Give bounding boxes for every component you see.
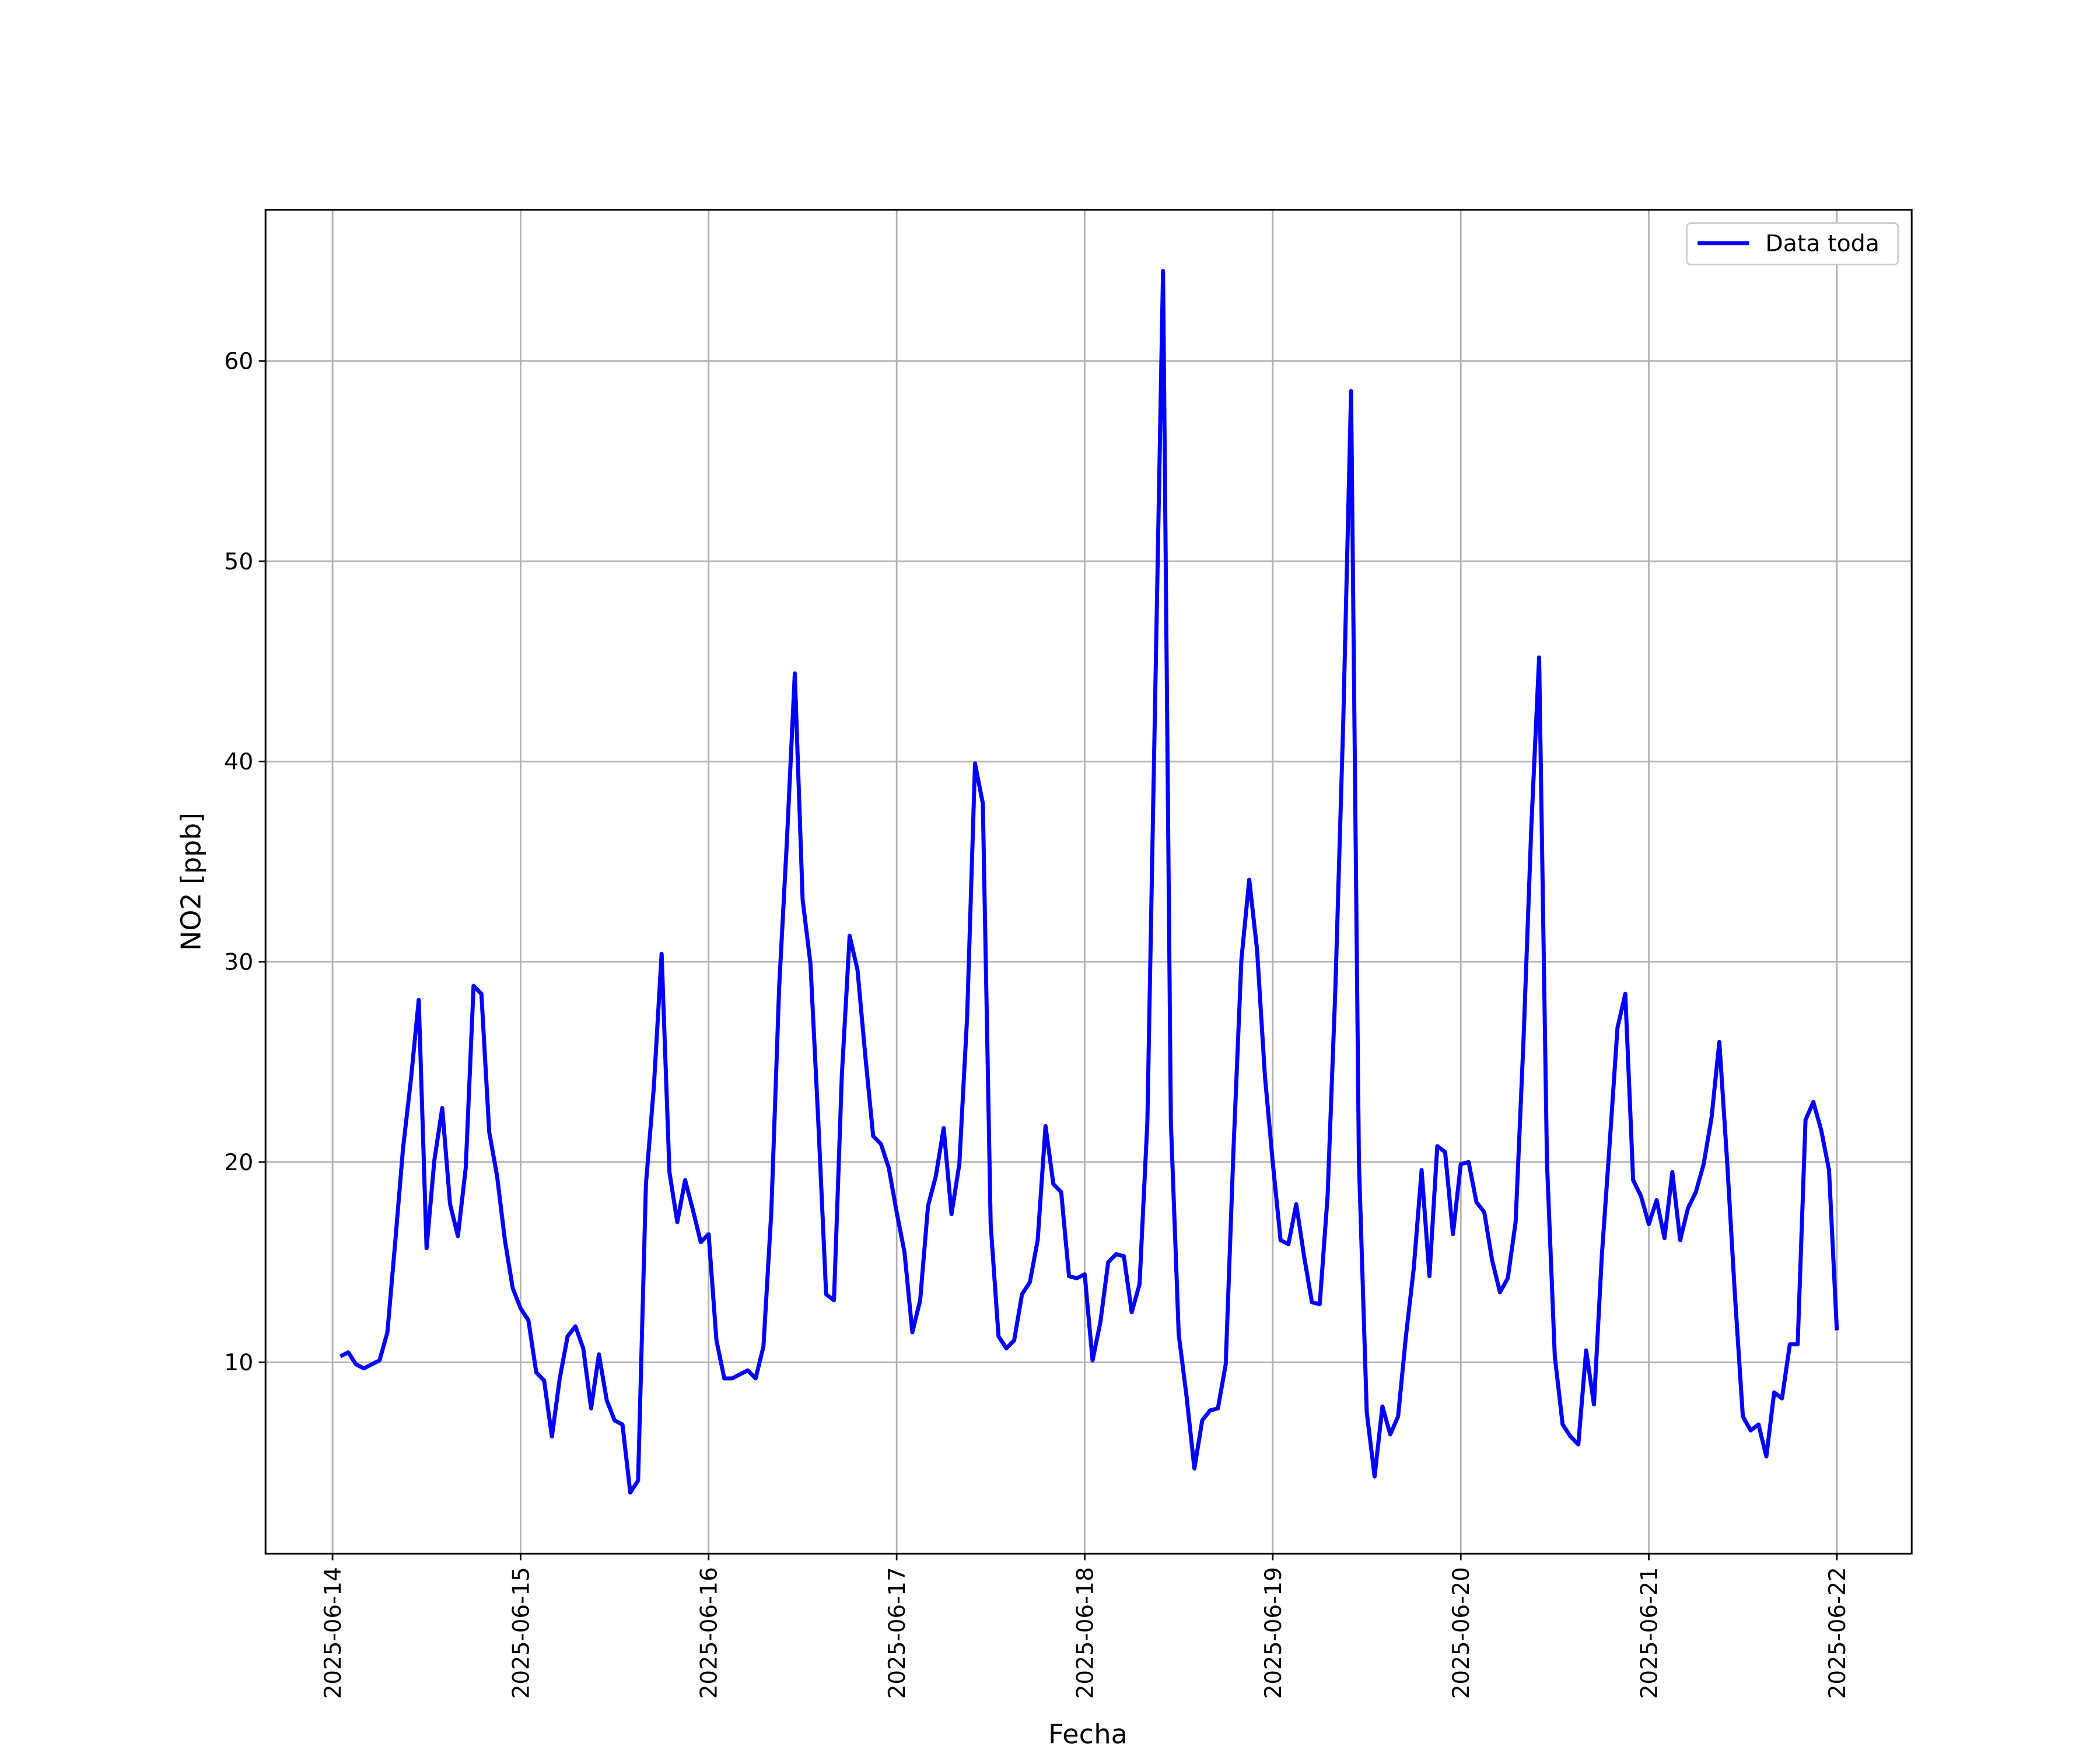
y-tick-label: 10 bbox=[224, 1350, 253, 1376]
x-tick-label: 2025-06-22 bbox=[1825, 1567, 1851, 1699]
y-axis-label: NO2 [ppb] bbox=[175, 813, 206, 951]
x-axis-label: Fecha bbox=[1048, 1718, 1128, 1750]
ticks: 10 20 30 40 50 60 2025-06-14 2025-06-15 2025-06-… bbox=[224, 349, 1851, 1699]
y-tick-label: 20 bbox=[224, 1150, 253, 1176]
y-tick-label: 60 bbox=[224, 349, 253, 375]
x-tick-label: 2025-06-17 bbox=[884, 1567, 911, 1699]
y-tick-label: 50 bbox=[224, 549, 253, 575]
x-tick-label: 2025-06-15 bbox=[508, 1567, 534, 1699]
x-tick-label: 2025-06-18 bbox=[1072, 1567, 1098, 1699]
legend: Data toda bbox=[1686, 222, 1899, 265]
x-tick-label: 2025-06-14 bbox=[320, 1567, 346, 1699]
x-tick-label: 2025-06-16 bbox=[696, 1567, 722, 1699]
y-tick-label: 40 bbox=[224, 749, 253, 775]
grid bbox=[265, 209, 1912, 1554]
axes-frame bbox=[264, 209, 1913, 1555]
x-tick-label: 2025-06-20 bbox=[1448, 1567, 1475, 1699]
data-line bbox=[339, 268, 1839, 1495]
x-tick-label: 2025-06-21 bbox=[1636, 1567, 1662, 1699]
x-tick-label: 2025-06-19 bbox=[1261, 1567, 1287, 1699]
plot-area bbox=[339, 268, 1839, 1495]
y-tick-label: 30 bbox=[224, 950, 253, 976]
legend-box bbox=[1686, 222, 1899, 265]
legend-label: Data toda bbox=[1765, 231, 1880, 257]
